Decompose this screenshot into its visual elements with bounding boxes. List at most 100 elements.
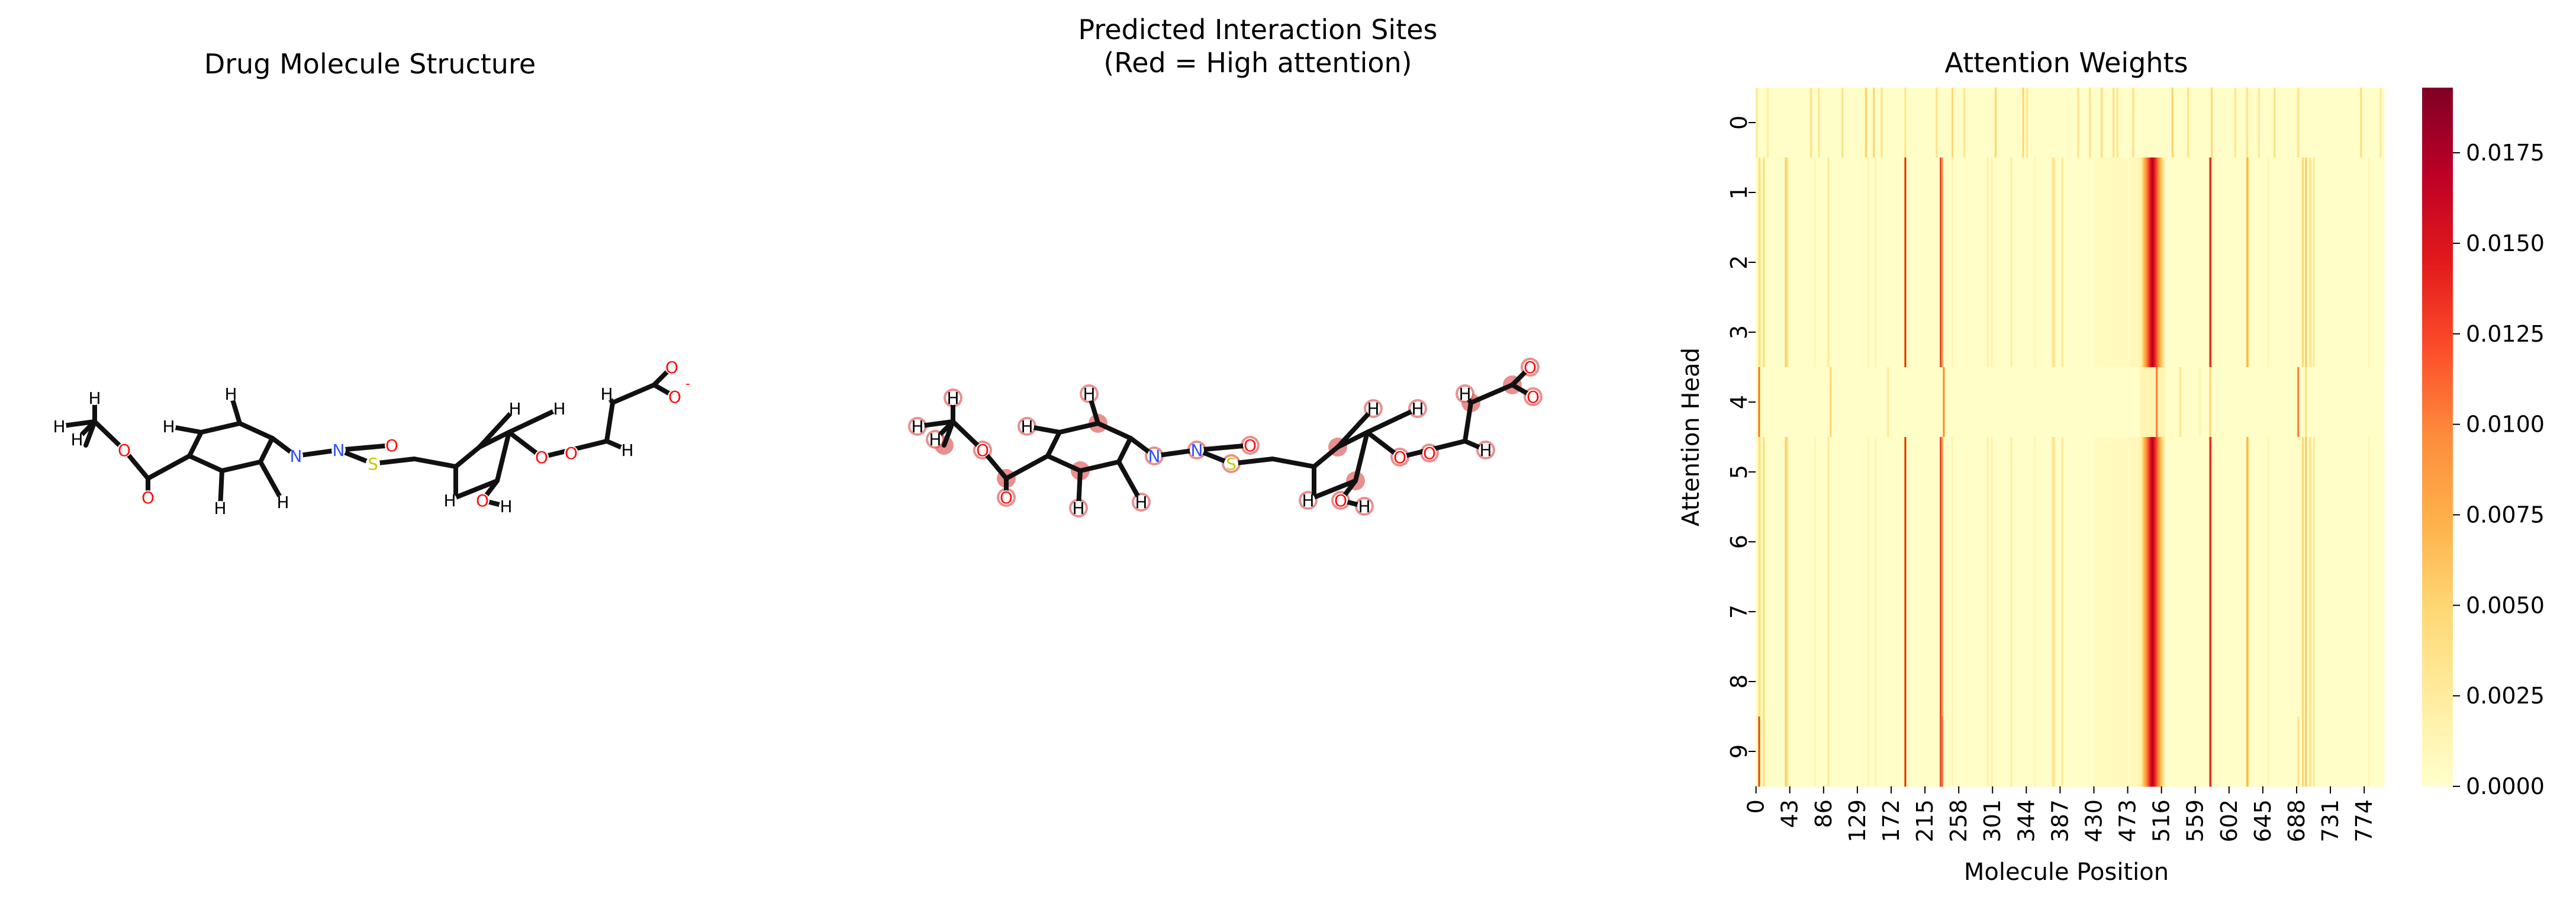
heatmap-cell — [2145, 577, 2147, 647]
heatmap-cell — [2133, 437, 2134, 507]
heatmap-cell — [2211, 297, 2213, 368]
heatmap-cell — [2122, 297, 2124, 368]
heatmap-cell — [2122, 577, 2124, 647]
heatmap-cell — [2148, 507, 2150, 577]
heatmap-cell — [2100, 507, 2101, 577]
heatmap-cell — [2063, 507, 2064, 577]
heatmap-cell — [2368, 158, 2370, 228]
heatmap-cell — [1875, 647, 1876, 717]
heatmap-cell — [1869, 507, 1870, 577]
heatmap-cell — [2138, 297, 2140, 368]
heatmap-cell — [2248, 507, 2250, 577]
heatmap-cell — [1951, 716, 1953, 787]
heatmap-cell — [2095, 437, 2097, 507]
heatmap-cell — [1906, 297, 1940, 368]
heatmap-cell — [2313, 647, 2315, 717]
heatmap-cell — [2249, 577, 2268, 647]
heatmap-cell — [2097, 577, 2099, 647]
heatmap-cell — [2311, 227, 2313, 298]
bond — [187, 454, 224, 473]
heatmap-cell — [2147, 158, 2149, 228]
atom-label: O — [141, 488, 154, 507]
heatmap-cell — [1888, 367, 1889, 438]
heatmap-cell — [2011, 227, 2012, 298]
heatmap-cell — [2010, 437, 2012, 507]
heatmap-cell — [1763, 227, 1765, 298]
heatmap-cell — [1941, 716, 1943, 787]
heatmap-cell — [2131, 437, 2133, 507]
heatmap-cell — [2160, 647, 2162, 717]
heatmap-cell — [2247, 577, 2249, 647]
heatmap-cell — [2249, 158, 2268, 228]
heatmap-cell — [2301, 297, 2303, 368]
heatmap-cell — [2140, 577, 2142, 647]
heatmap-cell — [1875, 158, 1876, 228]
heatmap-cell — [2107, 577, 2108, 647]
heatmap-cell — [1788, 507, 1814, 577]
heatmap-cell — [2104, 507, 2105, 577]
heatmap-cell — [1869, 437, 1870, 507]
heatmap-cell — [1760, 367, 1830, 438]
heatmap-cell — [1991, 716, 1993, 787]
heatmap-cell — [1814, 437, 1815, 507]
heatmap-cell — [2315, 507, 2368, 577]
heatmap-cell — [1867, 297, 1869, 368]
heatmap-cell — [1953, 227, 1987, 298]
heatmap-cell — [1869, 716, 1870, 787]
heatmap-cell — [2368, 507, 2370, 577]
heatmap-cell — [2120, 507, 2121, 577]
heatmap-cell — [2011, 297, 2013, 368]
heatmap-cell — [2112, 88, 2114, 158]
heatmap-cell — [2123, 647, 2125, 717]
heatmap-cell — [2302, 647, 2304, 717]
heatmap-cell — [1989, 716, 1991, 787]
heatmap-cell — [2116, 88, 2118, 158]
heatmap-cell — [2127, 158, 2129, 228]
atom-background — [1393, 450, 1407, 464]
bond — [83, 419, 97, 448]
heatmap-cell — [2035, 158, 2037, 228]
heatmap-cell — [2208, 297, 2210, 368]
heatmap-cell — [2063, 297, 2064, 368]
heatmap-cell — [1905, 437, 1907, 507]
heatmap-cell — [2118, 227, 2120, 298]
heatmap-cell — [2310, 577, 2312, 647]
heatmap-cell — [2268, 297, 2269, 368]
heatmap-cell — [2299, 716, 2303, 787]
heatmap-cell — [1764, 716, 1766, 787]
heatmap-cell — [1816, 507, 1828, 577]
heatmap-cell — [2370, 437, 2385, 507]
x-tick-label: 774 — [2351, 799, 2377, 843]
heatmap-cell — [1876, 577, 1905, 647]
heatmap-cell — [2308, 297, 2310, 368]
bond — [453, 478, 500, 500]
heatmap-cell — [2119, 158, 2121, 228]
heatmap-cell — [2113, 716, 2114, 787]
atom-label: O — [1423, 444, 1436, 463]
heatmap-cell — [2061, 158, 2063, 228]
heatmap-cell — [1811, 88, 1813, 158]
heatmap-cell — [2305, 507, 2307, 577]
bond — [1045, 430, 1062, 458]
heatmap-cell — [2126, 437, 2128, 507]
heatmap-cell — [1764, 297, 1766, 368]
heatmap-cell — [2234, 88, 2236, 158]
heatmap-cell — [1785, 227, 1786, 298]
heatmap-cell — [2137, 227, 2139, 298]
heatmap-cell — [2359, 88, 2361, 158]
heatmap-cell — [2307, 297, 2310, 368]
heatmap-cell — [1876, 297, 1905, 368]
heatmap-cell — [1787, 437, 1789, 507]
heatmap-cell — [1951, 507, 1953, 577]
heatmap-cell — [2150, 297, 2152, 368]
heatmap-cell — [1764, 437, 1766, 507]
heatmap-cell — [2152, 647, 2154, 717]
heatmap-cell — [1992, 647, 2011, 717]
heatmap-cell — [2111, 158, 2112, 228]
heatmap-cell — [1986, 647, 1988, 717]
heatmap-cell — [1874, 158, 1876, 228]
heatmap-cell — [2115, 158, 2117, 228]
heatmap-cell — [2158, 367, 2166, 438]
heatmap-cell — [2249, 507, 2268, 577]
heatmap-cell — [2155, 437, 2156, 507]
